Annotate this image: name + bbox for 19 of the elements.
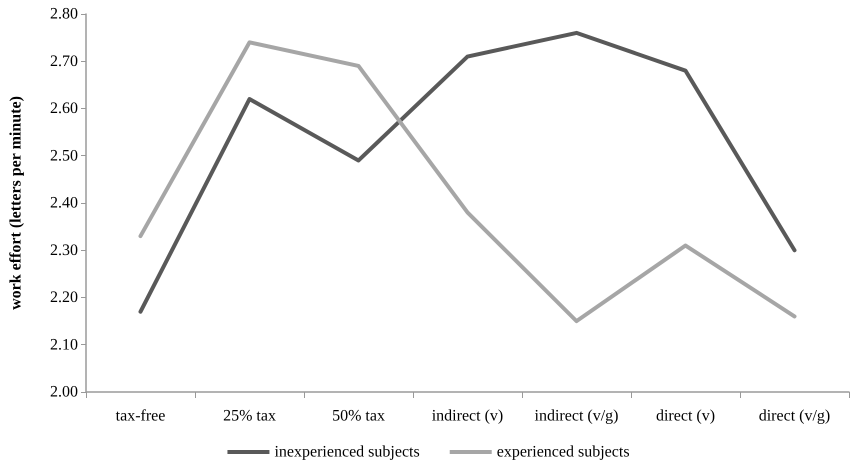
y-tick-label: 2.40 [50,194,78,212]
y-tick-label: 2.70 [50,52,78,70]
x-tick-label: 50% tax [332,408,385,424]
legend-label: inexperienced subjects [274,444,420,460]
y-tick-label: 2.00 [50,384,78,400]
y-tick-label: 2.20 [50,289,78,306]
x-tick-label: tax-free [116,408,166,424]
x-tick-label: indirect (v/g) [534,408,618,424]
y-tick-label: 2.10 [50,336,78,354]
y-axis-title: work effort (letters per minute) [8,96,24,310]
x-tick-label: direct (v/g) [758,408,830,424]
y-tick-label: 2.60 [50,100,78,117]
y-tick-label: 2.30 [50,242,78,259]
y-tick-label: 2.80 [50,6,78,22]
legend-label: experienced subjects [496,444,630,460]
x-tick-label: 25% tax [223,408,276,424]
y-tick-label: 2.50 [50,147,78,164]
x-tick-label: indirect (v) [432,408,504,424]
x-tick-label: direct (v) [656,408,716,424]
